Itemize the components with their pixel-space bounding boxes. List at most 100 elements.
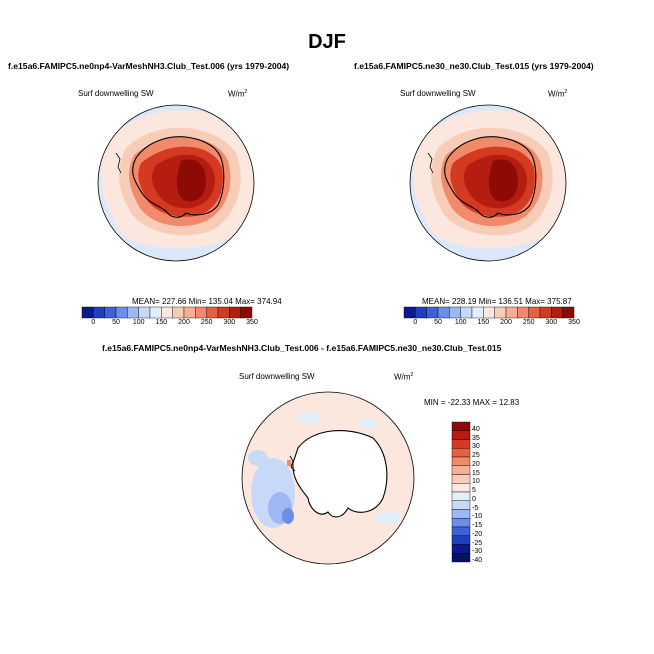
colorbar-tick-label: -10	[472, 513, 483, 521]
right-stats: MEAN= 228.19 Min= 136.51 Max= 375.87	[422, 297, 572, 306]
colorbar-swatch	[229, 306, 241, 319]
right-variable-label: Surf downwelling SW	[400, 89, 476, 98]
right-colorbar-ticks: 0 50 100 150 200 250 300 350	[404, 319, 579, 329]
colorbar-tick-label: 0	[91, 319, 96, 326]
colorbar-swatch	[494, 306, 507, 319]
colorbar-swatch	[183, 306, 196, 319]
figure-title: DJF	[308, 31, 346, 53]
colorbar-swatch	[451, 448, 471, 458]
colorbar-tick-label: 15	[472, 469, 480, 477]
colorbar-swatch	[451, 439, 471, 449]
right-polar-map	[409, 104, 567, 262]
colorbar-swatch	[562, 306, 575, 319]
diff-colorbar-ticks: 40 35 30 25 20 15 10 5 0 -5 -10 -15 -20 -25 -30 -40	[472, 422, 502, 564]
colorbar-tick-label: 35	[472, 434, 480, 442]
colorbar-swatch	[451, 465, 471, 475]
colorbar-swatch	[451, 483, 471, 493]
colorbar-swatch	[127, 306, 139, 319]
colorbar-tick-label: 5	[472, 487, 476, 494]
colorbar-tick-label: 150	[155, 319, 168, 326]
colorbar-tick-label: 250	[522, 319, 535, 326]
colorbar-swatch	[451, 421, 471, 431]
colorbar-swatch	[539, 306, 552, 319]
colorbar-swatch	[451, 535, 471, 545]
colorbar-tick-label: 200	[178, 319, 190, 326]
colorbar-swatch	[217, 306, 230, 319]
colorbar-swatch	[451, 430, 471, 440]
colorbar-tick-label: 0	[472, 495, 476, 503]
colorbar-tick-label: 250	[200, 319, 213, 326]
colorbar-tick-label: 300	[223, 319, 236, 326]
colorbar-swatch	[528, 306, 541, 319]
colorbar-swatch	[451, 491, 471, 501]
colorbar-tick-label: 30	[472, 443, 480, 451]
colorbar-swatch	[483, 306, 495, 319]
left-stats: MEAN= 227.66 Min= 135.04 Max= 374.94	[132, 297, 282, 306]
colorbar-tick-label: -40	[472, 557, 483, 564]
colorbar-tick-label: -25	[472, 539, 483, 547]
colorbar-tick-label: 150	[477, 319, 490, 326]
colorbar-swatch	[449, 306, 461, 319]
colorbar-swatch	[451, 456, 471, 466]
colorbar-swatch	[93, 306, 105, 319]
diff-units-label: W/m2	[394, 372, 414, 382]
colorbar-tick-label: -30	[472, 548, 483, 556]
colorbar-tick-label: 0	[413, 319, 418, 326]
colorbar-swatch	[115, 306, 128, 319]
colorbar-swatch	[172, 306, 185, 319]
colorbar-tick-label: 350	[568, 319, 580, 326]
colorbar-tick-label: -20	[472, 530, 483, 538]
colorbar-tick-label: 100	[132, 319, 145, 326]
colorbar-swatch	[138, 306, 151, 319]
colorbar-swatch	[149, 306, 162, 319]
right-units-label: W/m2	[548, 89, 568, 99]
left-colorbar	[81, 306, 253, 319]
diff-variable-label: Surf downwelling SW	[239, 372, 315, 381]
colorbar-tick-label: 200	[500, 319, 512, 326]
diff-polar-map	[241, 391, 415, 565]
colorbar-tick-label: 10	[472, 478, 480, 486]
colorbar-swatch	[195, 306, 207, 319]
diff-panel-title: f.e15a6.FAMIPC5.ne0np4-VarMeshNH3.Club_T…	[102, 343, 502, 353]
colorbar-swatch	[551, 306, 563, 319]
colorbar-swatch	[81, 306, 94, 319]
left-panel-title: f.e15a6.FAMIPC5.ne0np4-VarMeshNH3.Club_T…	[8, 61, 290, 71]
colorbar-tick-label: 50	[112, 319, 120, 326]
colorbar-swatch	[403, 306, 416, 319]
diff-colorbar	[451, 421, 471, 563]
colorbar-swatch	[471, 306, 484, 319]
colorbar-swatch	[104, 306, 117, 319]
colorbar-swatch	[451, 509, 471, 519]
colorbar-swatch	[451, 518, 471, 528]
colorbar-swatch	[451, 500, 471, 510]
left-polar-map	[97, 104, 255, 262]
colorbar-swatch	[426, 306, 439, 319]
colorbar-tick-label: 25	[472, 452, 480, 459]
diff-stats: MIN = -22.33 MAX = 12.83	[424, 398, 520, 407]
colorbar-swatch	[161, 306, 173, 319]
colorbar-swatch	[505, 306, 518, 319]
right-colorbar	[403, 306, 575, 319]
colorbar-tick-label: 20	[472, 460, 480, 468]
left-variable-label: Surf downwelling SW	[78, 89, 154, 98]
colorbar-tick-label: 100	[454, 319, 467, 326]
colorbar-swatch	[437, 306, 450, 319]
colorbar-swatch	[460, 306, 473, 319]
colorbar-swatch	[240, 306, 253, 319]
left-units-label: W/m2	[228, 89, 248, 99]
left-colorbar-ticks: 0 50 100 150 200 250 300 350	[82, 319, 257, 329]
colorbar-swatch	[451, 544, 471, 554]
colorbar-swatch	[451, 474, 471, 484]
colorbar-tick-label: 50	[434, 319, 442, 326]
colorbar-swatch	[206, 306, 219, 319]
colorbar-tick-label: 350	[246, 319, 258, 326]
colorbar-swatch	[415, 306, 427, 319]
colorbar-swatch	[517, 306, 529, 319]
colorbar-tick-label: 40	[472, 425, 480, 433]
colorbar-swatch	[451, 526, 471, 536]
colorbar-swatch	[451, 553, 471, 563]
right-panel-title: f.e15a6.FAMIPC5.ne30_ne30.Club_Test.015 …	[354, 61, 594, 71]
colorbar-tick-label: -15	[472, 522, 483, 529]
colorbar-tick-label: 300	[545, 319, 558, 326]
colorbar-tick-label: -5	[472, 504, 479, 512]
